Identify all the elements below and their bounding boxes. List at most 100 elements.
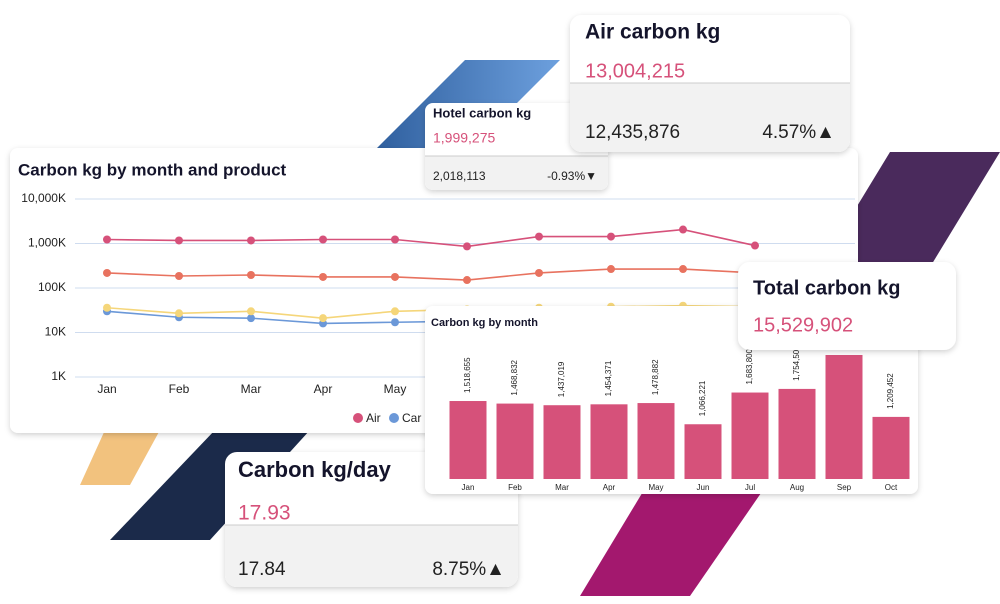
point	[319, 235, 327, 244]
point	[103, 235, 111, 244]
card-previous: 2,018,113	[433, 169, 486, 183]
bar	[778, 388, 816, 479]
point	[103, 268, 111, 277]
kpi-card: Hotel carbon kg 1,999,275 2,018,113 -0.9…	[425, 103, 608, 190]
bar-chart-card: 1,518,655 Jan 1,468,832 Feb 1,437,019 Mar 1,45…	[425, 306, 918, 494]
bar-value-label: 1,468,832	[510, 359, 519, 395]
card-title: Total carbon kg	[753, 277, 900, 299]
point	[175, 236, 183, 245]
legend-marker	[389, 413, 399, 423]
point	[103, 303, 111, 312]
bar-value-label: 1,209,452	[886, 373, 895, 409]
point	[391, 318, 399, 327]
point	[607, 265, 615, 274]
x-tick-label: Jul	[745, 483, 755, 492]
card-change: 8.75%▲	[432, 559, 505, 580]
y-tick-label: 10K	[45, 325, 66, 339]
point	[247, 270, 255, 279]
point	[463, 276, 471, 285]
y-tick-label: 1,000K	[28, 236, 66, 250]
card-footer	[570, 83, 850, 152]
card-value: 13,004,215	[585, 60, 685, 82]
bar	[449, 401, 487, 479]
bar-value-label: 1,454,371	[604, 360, 613, 396]
x-tick-label: Jan	[462, 483, 475, 492]
bar	[543, 405, 581, 479]
plot: 1K10K100K1,000K10,000KJanFebMarAprMayJun…	[21, 191, 855, 425]
series-line	[106, 268, 756, 281]
bar	[496, 403, 534, 479]
point	[391, 235, 399, 244]
legend-marker	[353, 413, 363, 423]
bar-value-label: 1,754,500	[792, 345, 801, 381]
point	[535, 268, 543, 277]
y-tick-label: 1K	[51, 369, 66, 383]
chart-title: Carbon kg by month	[431, 317, 538, 329]
point	[463, 242, 471, 251]
chart-title: Carbon kg by month and product	[18, 160, 287, 179]
card-title: Carbon kg/day	[238, 457, 392, 482]
point	[607, 232, 615, 241]
x-tick-label: Apr	[314, 382, 333, 396]
bar	[684, 424, 722, 479]
x-tick-label: Feb	[508, 483, 522, 492]
point	[679, 225, 687, 234]
card-bg	[738, 262, 956, 350]
plot: 1,518,655 Jan 1,468,832 Feb 1,437,019 Mar 1,45…	[449, 311, 910, 492]
x-tick-label: Aug	[790, 483, 804, 492]
point	[319, 272, 327, 281]
bar-value-label: 1,683,800	[745, 348, 754, 384]
point	[319, 314, 327, 323]
series-line	[106, 228, 756, 248]
x-tick-label: Jun	[697, 483, 710, 492]
point	[175, 309, 183, 318]
kpi-card: Total carbon kg 15,529,902	[738, 262, 956, 350]
bar	[872, 416, 910, 479]
bar	[825, 355, 863, 479]
bar	[637, 403, 675, 479]
point	[391, 307, 399, 316]
card-footer	[425, 156, 608, 190]
point	[679, 265, 687, 274]
y-tick-label: 10,000K	[21, 191, 66, 205]
x-tick-label: Mar	[241, 382, 262, 396]
card-change: -0.93%▼	[547, 169, 597, 183]
point	[535, 232, 543, 241]
card-previous: 17.84	[238, 559, 286, 580]
deco-shape	[80, 430, 160, 485]
x-tick-label: Oct	[885, 483, 898, 492]
card-previous: 12,435,876	[585, 122, 680, 143]
bar	[731, 392, 769, 479]
card-value: 15,529,902	[753, 314, 853, 336]
bar-value-label: 1,066,221	[698, 380, 707, 416]
x-tick-label: Jan	[97, 382, 116, 396]
card-footer	[225, 525, 518, 587]
bar-value-label: 1,478,882	[651, 359, 660, 395]
point	[391, 272, 399, 281]
bar-value-label: 1,518,655	[463, 357, 472, 393]
point	[247, 236, 255, 245]
x-tick-label: Sep	[837, 483, 852, 492]
point	[751, 241, 759, 250]
card-value: 17.93	[238, 502, 291, 525]
kpi-card: Air carbon kg 13,004,215 12,435,876 4.57…	[570, 15, 850, 152]
legend-label: Car	[402, 411, 421, 425]
x-tick-label: Apr	[603, 483, 616, 492]
card-title: Air carbon kg	[585, 21, 720, 44]
x-tick-label: Feb	[169, 382, 190, 396]
deco-shape	[580, 480, 770, 596]
x-tick-label: May	[648, 483, 663, 492]
y-tick-label: 100K	[38, 280, 66, 294]
point	[175, 272, 183, 281]
x-tick-label: Mar	[555, 483, 569, 492]
point	[247, 314, 255, 323]
card-title: Hotel carbon kg	[433, 105, 531, 120]
bar-value-label: 1,437,019	[557, 361, 566, 397]
x-tick-label: May	[384, 382, 407, 396]
card-change: 4.57%▲	[762, 122, 835, 143]
bar	[590, 404, 628, 479]
card-value: 1,999,275	[433, 130, 495, 146]
legend-label: Air	[366, 411, 381, 425]
point	[247, 307, 255, 316]
